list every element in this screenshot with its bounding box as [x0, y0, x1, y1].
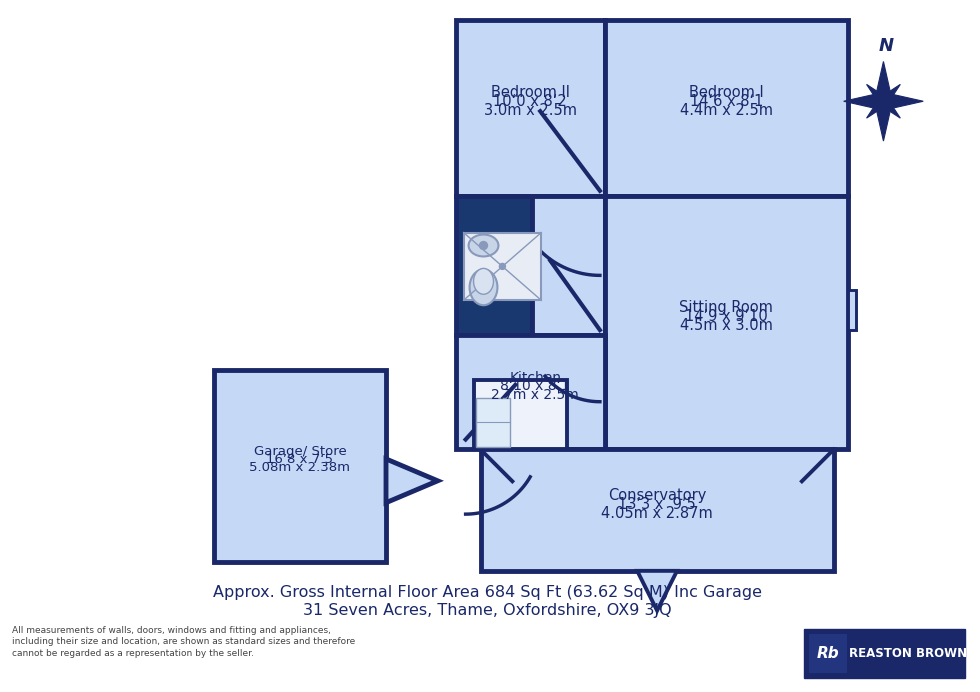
Text: Rb: Rb [816, 646, 839, 661]
Text: REASTON BROWN: REASTON BROWN [850, 647, 967, 660]
Text: 14’9 x 9’10: 14’9 x 9’10 [685, 309, 767, 324]
Bar [605, 19, 848, 196]
Ellipse shape [473, 268, 494, 294]
Bar [456, 196, 532, 335]
Bar [808, 633, 847, 673]
Bar [475, 398, 511, 448]
Text: 13’3 x  9’5: 13’3 x 9’5 [618, 497, 696, 511]
Polygon shape [637, 571, 677, 610]
Text: 4.4m x 2.5m: 4.4m x 2.5m [680, 103, 773, 118]
Polygon shape [883, 92, 923, 110]
Text: All measurements of walls, doors, windows and fitting and appliances,
including : All measurements of walls, doors, window… [12, 626, 355, 658]
Text: 31 Seven Acres, Thame, Oxfordshire, OX9 3JQ: 31 Seven Acres, Thame, Oxfordshire, OX9 … [303, 603, 672, 618]
Text: 5.08m x 2.38m: 5.08m x 2.38m [250, 462, 351, 475]
Circle shape [479, 242, 487, 250]
Text: 8‘10 x 8‘1: 8‘10 x 8‘1 [501, 379, 570, 393]
Polygon shape [874, 62, 893, 101]
Text: 2.7m x 2.5m: 2.7m x 2.5m [491, 388, 579, 402]
Polygon shape [880, 98, 901, 118]
Text: 16’8 x 7‘5: 16’8 x 7‘5 [267, 453, 333, 466]
Bar [532, 196, 605, 335]
Bar [214, 370, 386, 562]
Polygon shape [866, 84, 887, 104]
Text: 10‘0 x 8‘2: 10‘0 x 8‘2 [493, 94, 567, 109]
Text: N: N [879, 37, 894, 55]
Bar [480, 450, 834, 571]
Text: Bedroom I: Bedroom I [689, 85, 763, 100]
Bar [456, 19, 605, 196]
Bar [473, 380, 567, 450]
Text: Approx. Gross Internal Floor Area 684 Sq Ft (63.62 Sq M) Inc Garage: Approx. Gross Internal Floor Area 684 Sq… [213, 585, 762, 600]
Polygon shape [386, 459, 438, 502]
Text: 14‘6 x 8‘1: 14‘6 x 8‘1 [690, 94, 763, 109]
Text: Sitting Room: Sitting Room [679, 300, 773, 316]
Polygon shape [880, 84, 901, 104]
Text: 4.5m x 3.0m: 4.5m x 3.0m [680, 318, 772, 333]
Bar [804, 628, 965, 678]
Ellipse shape [468, 235, 499, 257]
Text: Conservatory: Conservatory [608, 488, 707, 503]
Polygon shape [874, 101, 893, 141]
Bar [605, 196, 848, 450]
Text: 3.0m x 2.5m: 3.0m x 2.5m [484, 103, 577, 118]
Bar [848, 290, 856, 330]
Circle shape [500, 264, 506, 269]
Text: 4.05m x 2.87m: 4.05m x 2.87m [602, 506, 713, 520]
Polygon shape [844, 92, 883, 110]
Polygon shape [866, 98, 887, 118]
Text: Kitchen: Kitchen [510, 371, 562, 385]
Bar [464, 233, 541, 300]
Text: Garage/ Store: Garage/ Store [254, 446, 346, 458]
Ellipse shape [469, 269, 498, 305]
Text: Bedroom II: Bedroom II [491, 85, 569, 100]
Bar [456, 335, 605, 450]
